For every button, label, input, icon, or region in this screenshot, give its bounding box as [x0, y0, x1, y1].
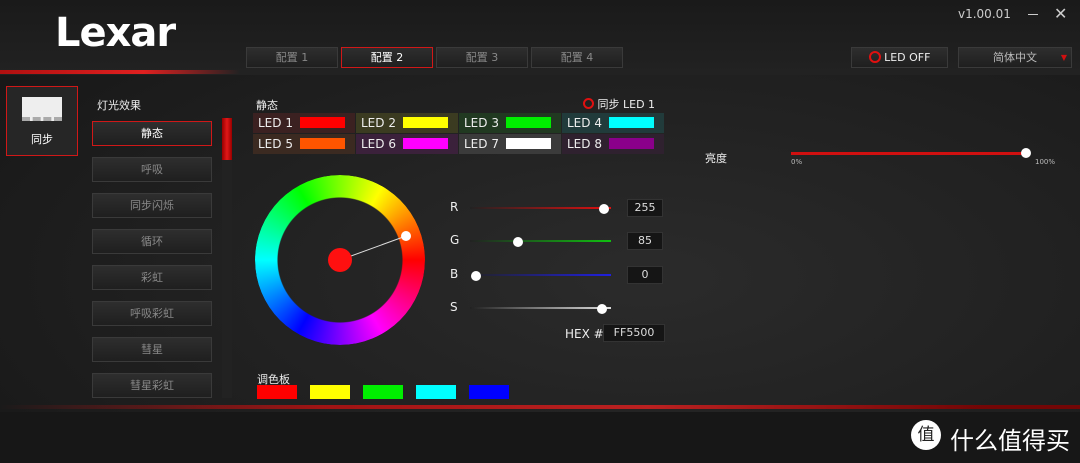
minimize-button[interactable]: [1028, 14, 1038, 15]
channel-knob[interactable]: [597, 303, 607, 314]
effect-button[interactable]: 呼吸彩虹: [92, 301, 212, 326]
led-name: LED 7: [464, 137, 499, 151]
channel-knob[interactable]: [599, 204, 609, 214]
effect-button[interactable]: 静态: [92, 121, 212, 146]
profile-tab[interactable]: 配置 2: [341, 47, 433, 68]
led-name: LED 6: [361, 137, 396, 151]
ram-icon: [22, 97, 62, 121]
led-swatch: [506, 138, 551, 149]
hex-label: HEX #: [565, 327, 604, 341]
led-swatch: [300, 138, 345, 149]
profile-tab[interactable]: 配置 4: [531, 47, 623, 68]
brightness-slider[interactable]: [791, 152, 1027, 155]
led-swatch: [403, 117, 448, 128]
led-cell[interactable]: LED 3: [459, 113, 561, 133]
led-cell[interactable]: LED 7: [459, 134, 561, 154]
led-cell[interactable]: LED 2: [356, 113, 458, 133]
led-off-label: LED OFF: [884, 51, 931, 64]
language-label: 简体中文: [993, 51, 1037, 64]
channel-value[interactable]: 0: [627, 265, 663, 284]
effect-button[interactable]: 彗星彩虹: [92, 373, 212, 398]
led-cell[interactable]: LED 6: [356, 134, 458, 154]
profile-tab[interactable]: 配置 1: [246, 47, 338, 68]
sync-label: 同步: [31, 133, 53, 146]
version: v1.00.01: [958, 7, 1011, 21]
palette-swatch[interactable]: [416, 385, 456, 399]
brightness-max: 100%: [1035, 158, 1056, 166]
channel-track[interactable]: [470, 240, 611, 243]
channel-track[interactable]: [470, 306, 611, 309]
wheel-overlay: [328, 231, 411, 272]
led-name: LED 2: [361, 116, 396, 130]
palette-swatch[interactable]: [257, 385, 297, 399]
brightness-min: 0%: [791, 158, 803, 166]
channel-knob[interactable]: [471, 270, 481, 281]
led-cell[interactable]: LED 8: [562, 134, 664, 154]
scrollbar-track: [222, 118, 232, 398]
scrollbar-thumb[interactable]: [222, 118, 232, 160]
led-name: LED 5: [258, 137, 293, 151]
channel-track[interactable]: [470, 207, 611, 209]
led-off-icon: [868, 51, 881, 63]
watermark-icon: 值: [911, 420, 941, 450]
led-cell[interactable]: LED 5: [253, 134, 355, 154]
footer-bar: [0, 412, 1080, 463]
wheel-handle[interactable]: [401, 231, 411, 241]
language-dropdown[interactable]: 简体中文 ▼: [958, 47, 1072, 68]
effect-button[interactable]: 呼吸: [92, 157, 212, 182]
watermark-text: 什么值得买: [950, 427, 1070, 455]
logo: Lexar: [55, 10, 176, 56]
static-title: 静态: [256, 99, 278, 112]
effect-button[interactable]: 循环: [92, 229, 212, 254]
led-name: LED 4: [567, 116, 602, 130]
effect-button[interactable]: 同步闪烁: [92, 193, 212, 218]
led-swatch: [506, 117, 551, 128]
channel-value[interactable]: 255: [627, 199, 663, 217]
palette-swatch[interactable]: [363, 385, 403, 399]
channel-value[interactable]: 85: [627, 232, 663, 251]
effect-button[interactable]: 彩虹: [92, 265, 212, 290]
palette-title: 调色板: [257, 373, 290, 386]
led-name: LED 1: [258, 116, 293, 130]
led-swatch: [300, 117, 345, 128]
led-name: LED 8: [567, 137, 602, 151]
sync-led-option[interactable]: 同步 LED 1: [583, 96, 655, 112]
led-off-button[interactable]: LED OFF: [851, 47, 948, 68]
footer-glow: [0, 405, 1080, 409]
channel-knob[interactable]: [513, 237, 523, 248]
palette-swatch[interactable]: [469, 385, 509, 399]
selected-color-dot: [328, 248, 352, 272]
led-cell[interactable]: LED 4: [562, 113, 664, 133]
sync-led-label: 同步 LED 1: [597, 98, 656, 111]
dropdown-arrow: ▼: [1060, 53, 1067, 62]
effects-title: 灯光效果: [97, 99, 141, 112]
close-button[interactable]: ✕: [1054, 4, 1068, 23]
channel-label: B: [450, 266, 459, 281]
channel-label: S: [450, 299, 458, 314]
header-red-line: [0, 70, 240, 74]
profile-tab[interactable]: 配置 3: [436, 47, 528, 68]
palette-swatch[interactable]: [310, 385, 350, 399]
led-swatch: [403, 138, 448, 149]
effect-button[interactable]: 彗星: [92, 337, 212, 362]
brightness-knob[interactable]: [1021, 148, 1031, 158]
sync-mode-button[interactable]: 同步: [6, 86, 78, 156]
hex-input[interactable]: FF5500: [603, 324, 665, 342]
channel-label: R: [450, 200, 459, 214]
channel-track[interactable]: [470, 273, 611, 276]
led-swatch: [609, 117, 654, 128]
radio-icon: [583, 98, 594, 109]
brightness-label: 亮度: [705, 152, 727, 165]
led-name: LED 3: [464, 116, 499, 130]
led-cell[interactable]: LED 1: [253, 113, 355, 133]
channel-label: G: [450, 233, 460, 248]
led-swatch: [609, 138, 654, 149]
